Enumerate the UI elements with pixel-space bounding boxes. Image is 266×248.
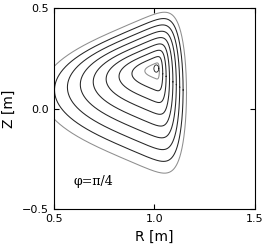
Y-axis label: Z [m]: Z [m] xyxy=(2,90,16,128)
Text: φ=π/4: φ=π/4 xyxy=(74,175,114,188)
X-axis label: R [m]: R [m] xyxy=(135,230,173,244)
